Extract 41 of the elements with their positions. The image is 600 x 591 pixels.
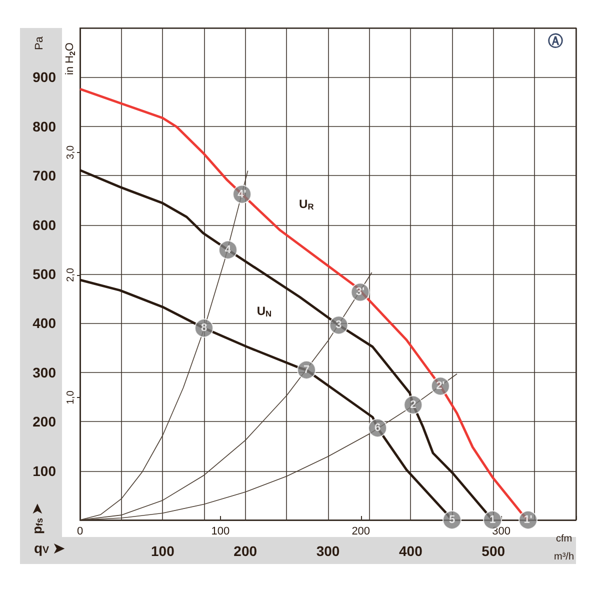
- annotation: 2: [410, 398, 416, 411]
- x2-tick-label: 300: [492, 526, 510, 538]
- annotation: Ⓐ: [548, 33, 563, 50]
- y2-tick-label: 1,0: [66, 390, 76, 404]
- x-tick-label: 400: [398, 543, 423, 559]
- series-label: UN: [256, 304, 272, 319]
- x-tick-label: 100: [150, 543, 175, 559]
- annotation: 2': [436, 380, 446, 392]
- x-tick-label: 200: [234, 543, 258, 559]
- annotation: 8: [200, 322, 208, 334]
- annotation: 6: [374, 422, 381, 434]
- x2-tick-label: 200: [352, 526, 370, 538]
- annotation: 7: [303, 364, 310, 376]
- y-tick-label: 400: [32, 315, 56, 332]
- annotation: 5: [448, 514, 456, 526]
- y2-tick-label: 2,0: [66, 268, 76, 282]
- y-tick-label: 200: [32, 414, 56, 430]
- text: pfs ➤: [30, 503, 45, 534]
- x2-tick-label: 100: [211, 526, 230, 538]
- y-tick-label: 100: [32, 462, 56, 479]
- text: UR: [299, 197, 314, 212]
- annotation: 4': [238, 188, 247, 200]
- y-tick-label: 600: [32, 216, 56, 233]
- text: qV ➤: [34, 540, 65, 556]
- x-tick-label: 300: [316, 543, 340, 559]
- y-tick-label: 300: [32, 364, 56, 380]
- x2-tick-label: 0: [76, 526, 84, 538]
- x-axis-title: m³/h: [554, 552, 574, 562]
- y-tick-label: 500: [32, 266, 56, 282]
- x2-axis-title: cfm: [556, 534, 572, 544]
- annotation: 4: [224, 244, 232, 256]
- annotation: 1': [524, 514, 533, 526]
- x-tick-label: 500: [482, 543, 506, 559]
- y-tick-label: 800: [32, 118, 56, 134]
- y-tick-label: 700: [32, 168, 56, 184]
- y-tick-label: 900: [32, 69, 56, 86]
- annotation: 3': [356, 286, 365, 298]
- y-axis-title: Pa: [34, 36, 46, 50]
- y2-tick-label: 3,0: [66, 144, 76, 160]
- annotation: 3: [336, 319, 342, 332]
- annotation: 1: [489, 514, 496, 526]
